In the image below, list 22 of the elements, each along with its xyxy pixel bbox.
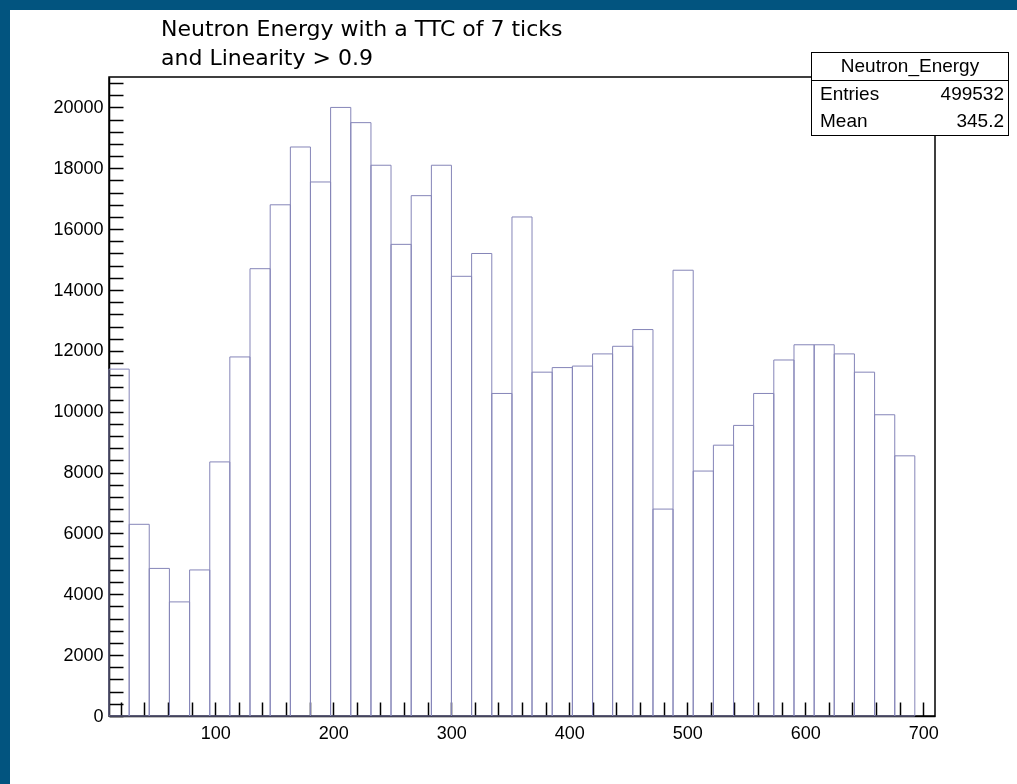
y-tick-label: 4000 [63,583,104,604]
y-tick-label: 8000 [63,462,104,483]
x-tick-label: 500 [672,722,703,743]
y-tick-label: 6000 [63,522,104,543]
text: Neutron_Energy [812,53,1008,81]
x-tick-label: 100 [200,722,231,743]
y-tick-label: 16000 [53,218,104,239]
y-tick-label: 2000 [63,644,104,665]
text: Entries 499532 [820,83,1004,104]
y-tick-label: 10000 [53,401,104,422]
x-tick-label: 300 [436,722,467,743]
x-tick-label: 600 [790,722,821,743]
text: Mean 345.2 [820,110,1004,131]
y-tick-label: 20000 [53,96,104,117]
x-tick-label: 400 [554,722,585,743]
x-tick-label: 700 [908,722,939,743]
y-tick-label: 18000 [53,157,104,178]
x-tick-label: 200 [318,722,349,743]
chart-title: Neutron Energy with a TTC of 7 ticks and Linearity > 0.9 [161,16,563,71]
y-tick-label: 14000 [53,279,104,300]
y-tick-label: 0 [93,705,104,726]
y-tick-label: 12000 [53,340,104,361]
